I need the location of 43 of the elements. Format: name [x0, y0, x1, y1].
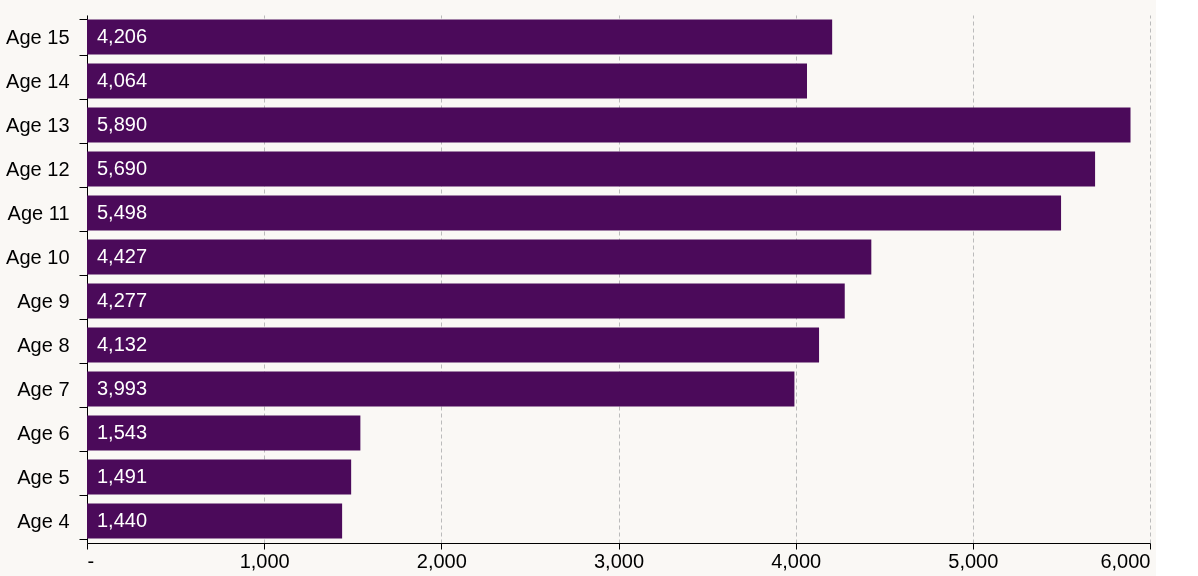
- y-tick-label: Age 11: [7, 201, 70, 224]
- x-tick-label: 4,000: [771, 549, 822, 572]
- data-label: 1,440: [97, 509, 148, 531]
- data-label: 4,064: [97, 69, 148, 91]
- data-label: 5,890: [97, 113, 148, 135]
- y-tick-label: Age 12: [6, 157, 70, 180]
- x-tick-label: -: [87, 549, 95, 572]
- y-tick-label: Age 13: [6, 113, 70, 136]
- bar: [87, 327, 820, 363]
- bar: [87, 195, 1062, 231]
- data-label: 1,543: [97, 421, 148, 443]
- data-label: 5,690: [97, 157, 148, 179]
- y-tick-label: Age 8: [17, 333, 70, 356]
- bar: [87, 415, 361, 451]
- x-tick-label: 5,000: [948, 549, 999, 572]
- x-tick-label: 3,000: [593, 549, 645, 572]
- bar: [87, 503, 343, 539]
- bar: [87, 371, 795, 407]
- bar: [87, 151, 1096, 187]
- y-tick-label: Age 9: [17, 289, 70, 312]
- data-label: 4,132: [97, 333, 148, 355]
- data-label: 4,427: [97, 245, 148, 267]
- y-tick-label: Age 5: [17, 465, 70, 488]
- bar: [87, 239, 872, 275]
- data-label: 4,277: [97, 289, 148, 311]
- y-tick-label: Age 15: [6, 25, 70, 48]
- y-tick-label: Age 10: [6, 245, 70, 268]
- y-tick-label: Age 4: [17, 509, 70, 532]
- data-label: 3,993: [97, 377, 148, 399]
- x-tick-label: 1,000: [239, 549, 290, 572]
- y-tick-label: Age 14: [6, 69, 70, 92]
- y-tick-label: Age 7: [17, 377, 70, 400]
- data-label: 4,206: [97, 25, 148, 47]
- y-tick-label: Age 6: [17, 421, 70, 444]
- bar: [87, 283, 845, 319]
- bar: [87, 459, 352, 495]
- data-label: 5,498: [97, 201, 148, 223]
- bar: [87, 63, 808, 99]
- x-tick-label: 6,000: [1100, 549, 1151, 572]
- x-tick-label: 2,000: [416, 549, 467, 572]
- data-label: 1,491: [97, 465, 148, 487]
- bar: [87, 19, 833, 55]
- bar: [87, 107, 1131, 143]
